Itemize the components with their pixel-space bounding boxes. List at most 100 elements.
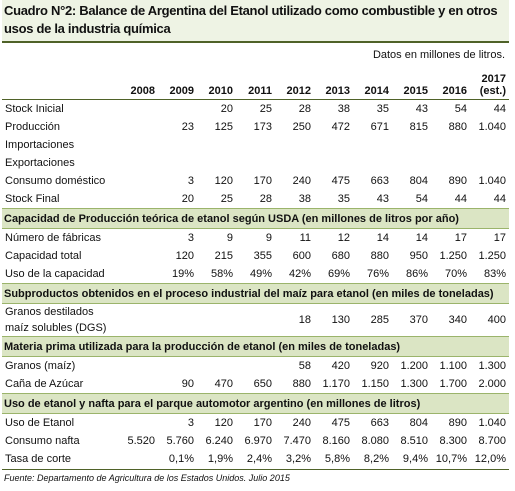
cell: 38 <box>337 103 350 115</box>
cell: 240 <box>292 417 311 429</box>
cell: 1.700 <box>439 378 467 390</box>
title: Cuadro N°2: Balance de Argentina del Eta… <box>2 0 509 43</box>
cell: 14 <box>415 232 428 244</box>
cell: 9 <box>265 232 272 244</box>
cell: 76% <box>366 268 389 280</box>
cell: 1.040 <box>478 175 506 187</box>
cell <box>197 304 236 337</box>
cell: 49% <box>249 268 272 280</box>
cell: 120 <box>175 250 194 262</box>
cell <box>197 136 236 154</box>
cell: 1.150 <box>361 378 389 390</box>
cell <box>158 136 197 154</box>
year-header: 2012 <box>275 65 314 100</box>
data-row: Importaciones <box>2 136 509 154</box>
cell <box>119 304 158 337</box>
row-label: Exportaciones <box>5 157 75 169</box>
cell: 8.700 <box>478 435 506 447</box>
row-label: Tasa de corte <box>5 453 72 465</box>
cell: 1.200 <box>400 360 428 372</box>
cell: 3,2% <box>285 453 311 465</box>
cell <box>119 265 158 284</box>
data-row: Uso de Etanol 3 120 170 240 475 663 804 890 1.040 <box>2 414 509 433</box>
row-label: Uso de Etanol <box>5 417 75 429</box>
cell: 25 <box>220 193 233 205</box>
row-label: Importaciones <box>5 139 75 151</box>
cell: 1.040 <box>478 121 506 133</box>
cell: 10,7% <box>435 453 467 465</box>
header-row: 2008 2009 2010 2011 2012 2013 2014 2015 2016 2017… <box>2 65 509 100</box>
cell: 420 <box>331 360 350 372</box>
cell: 285 <box>370 314 389 326</box>
year-header-note: (est.) <box>479 85 506 97</box>
cell: 173 <box>253 121 272 133</box>
section-heading: Materia prima utilizada para la producci… <box>4 340 401 353</box>
row-label: Consumo nafta <box>5 435 80 447</box>
note: Datos en millones de litros. <box>372 49 505 61</box>
cell <box>236 357 275 376</box>
cell <box>353 136 392 154</box>
cell: 0,1% <box>168 453 194 465</box>
section-cell: Capacidad de Producción teórica de etano… <box>2 208 509 229</box>
cell: 6.240 <box>205 435 233 447</box>
row-label: Número de fábricas <box>5 232 101 244</box>
cell: 38 <box>298 193 311 205</box>
cell: 8.510 <box>400 435 428 447</box>
cell <box>470 154 509 172</box>
data-row: Granos destilados maíz solubles (DGS) 18 1… <box>2 304 509 337</box>
section-cell: Uso de etanol y nafta para el parque aut… <box>2 393 509 414</box>
cell: 920 <box>370 360 389 372</box>
cell <box>275 154 314 172</box>
cell: 2,4% <box>246 453 272 465</box>
cell: 44 <box>493 103 506 115</box>
source: Fuente: Departamento de Agricultura de l… <box>2 469 509 486</box>
cell: 5.760 <box>166 435 194 447</box>
cell: 1.170 <box>322 378 350 390</box>
cell: 20 <box>181 193 194 205</box>
cell: 250 <box>292 121 311 133</box>
cell <box>158 304 197 337</box>
cell: 58 <box>298 360 311 372</box>
cell: 240 <box>292 175 311 187</box>
cell <box>158 154 197 172</box>
cell: 880 <box>370 250 389 262</box>
section-cell: Subproductos obtenidos en el proceso ind… <box>2 283 509 304</box>
cell <box>119 375 158 394</box>
cell: 12 <box>337 232 350 244</box>
year-header: 2017 (est.) <box>470 65 509 100</box>
cell: 28 <box>259 193 272 205</box>
cell: 400 <box>487 314 506 326</box>
cell: 890 <box>448 175 467 187</box>
cell: 9,4% <box>402 453 428 465</box>
cell: 42% <box>288 268 311 280</box>
cell <box>470 136 509 154</box>
cell <box>119 247 158 265</box>
cell <box>392 154 431 172</box>
data-row: Uso de la capacidad 19% 58% 49% 42% 69% 76% 86%… <box>2 265 509 284</box>
cell: 19% <box>171 268 194 280</box>
cell <box>119 190 158 209</box>
cell: 8,2% <box>363 453 389 465</box>
cell: 680 <box>331 250 350 262</box>
cell <box>236 304 275 337</box>
cell: 880 <box>292 378 311 390</box>
cell: 2.000 <box>478 378 506 390</box>
cell <box>119 136 158 154</box>
cell: 43 <box>415 103 428 115</box>
cell: 470 <box>214 378 233 390</box>
cell <box>119 414 158 433</box>
year-header: 2008 <box>119 65 158 100</box>
cell: 8.080 <box>361 435 389 447</box>
cell: 12,0% <box>474 453 506 465</box>
cell: 8.160 <box>322 435 350 447</box>
cell: 120 <box>214 417 233 429</box>
cell: 54 <box>454 103 467 115</box>
cell: 370 <box>409 314 428 326</box>
year-header-year: 2017 <box>481 73 506 85</box>
data-row: Stock Final 20 25 28 38 35 43 54 44 44 <box>2 190 509 209</box>
year-header: 2011 <box>236 65 275 100</box>
cell: 8.300 <box>439 435 467 447</box>
cell <box>119 118 158 136</box>
row-label: Stock Inicial <box>5 103 64 115</box>
cell: 17 <box>454 232 467 244</box>
